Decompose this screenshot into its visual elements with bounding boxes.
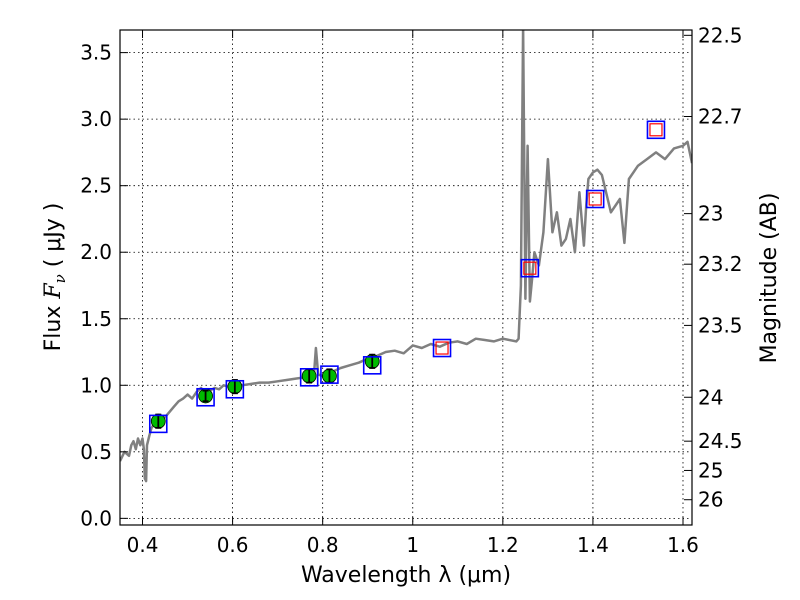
upper-limit-marker — [523, 261, 537, 275]
model-photometry-marker — [362, 356, 382, 375]
y2-tick-label: 22.7 — [698, 104, 743, 128]
spectrum-line — [120, 30, 692, 483]
y2-tick-label: 25 — [698, 458, 723, 482]
axis-ticks: 0.4 0.6 0.8 1 1.2 1.4 1.6 0.0 0.5 1.0 1.5 2.0 2.5 3.0… — [80, 23, 742, 557]
data-group — [120, 30, 692, 483]
y2-tick-label: 26 — [698, 488, 723, 512]
model-photometry-marker — [299, 367, 319, 387]
y-tick-label: 3.0 — [80, 107, 112, 131]
y-axis-label-symbol: F — [41, 283, 66, 300]
y-tick-label: 1.5 — [80, 307, 112, 331]
model-photometry-marker — [196, 387, 215, 407]
upper-limit-marker — [435, 341, 449, 355]
plot-frame — [119, 29, 693, 526]
y-tick-label: 0.5 — [80, 440, 112, 464]
y2-tick-label: 24.5 — [698, 429, 743, 453]
model-photometry-marker — [432, 338, 452, 358]
secondary-y-axis-label: Magnitude (AB) — [757, 193, 782, 364]
model-photometry-marker — [225, 379, 245, 399]
upper-limit-marker — [588, 192, 602, 206]
x-tick-label: 1.4 — [577, 533, 609, 557]
y2-tick-label: 22.5 — [698, 23, 743, 47]
y-axis-label-unit: ( μJy ) — [41, 203, 66, 275]
y2-tick-label: 23.5 — [698, 313, 743, 337]
model-photometry-marker — [320, 365, 339, 384]
x-tick-label: 0.6 — [217, 533, 249, 557]
y-axis-label-subscript: ν — [51, 274, 69, 283]
x-tick-label: 0.4 — [127, 533, 159, 557]
x-tick-label: 1.2 — [487, 533, 519, 557]
grid-lines — [120, 30, 692, 525]
y-tick-label: 2.0 — [80, 240, 112, 264]
y-axis-label: Flux Fν ( μJy ) — [41, 203, 69, 352]
upper-limit-marker — [649, 123, 663, 137]
x-tick-label: 1 — [406, 533, 419, 557]
y-tick-label: 0.0 — [80, 506, 112, 530]
y2-tick-label: 23.2 — [698, 252, 743, 276]
x-axis-label: Wavelength λ (μm) — [301, 563, 511, 588]
model-photometry-marker — [585, 189, 605, 209]
y-tick-label: 3.5 — [80, 41, 112, 65]
plot-area — [120, 30, 692, 483]
x-tick-label: 1.6 — [667, 533, 699, 557]
y-tick-label: 1.0 — [80, 373, 112, 397]
y2-tick-label: 24 — [698, 385, 723, 409]
y-axis-label-prefix: Flux — [41, 299, 66, 352]
x-tick-label: 0.8 — [307, 533, 339, 557]
y-tick-label: 2.5 — [80, 174, 112, 198]
y2-tick-label: 23 — [698, 202, 723, 226]
model-photometry-marker — [520, 258, 540, 278]
model-photometry-marker — [148, 414, 168, 434]
model-photometry-marker — [646, 120, 666, 140]
